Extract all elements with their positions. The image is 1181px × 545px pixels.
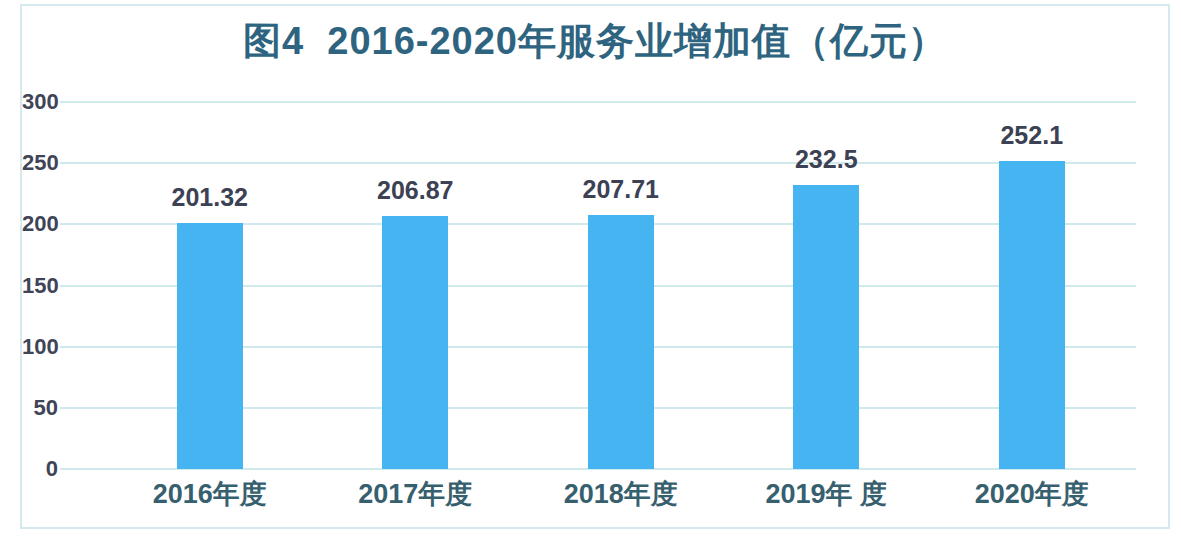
x-axis-category-label: 2018年度 — [531, 478, 711, 510]
y-axis-tick-label: 250 — [22, 150, 58, 176]
y-axis-tick-label: 200 — [22, 211, 58, 237]
y-axis-tick-label: 150 — [22, 273, 58, 299]
x-axis-category-label: 2020年度 — [942, 478, 1122, 510]
bar — [177, 223, 243, 469]
x-axis-category-label: 2017年度 — [325, 478, 505, 510]
bar-value-label: 207.71 — [541, 175, 701, 203]
plot-area: 0 50 100 150 200 250 300 201.32 2016年度 206.87 2017… — [22, 6, 1168, 527]
bar — [588, 215, 654, 469]
x-axis-category-label: 2016年度 — [120, 478, 300, 510]
bar-value-label: 206.87 — [335, 176, 495, 204]
x-axis-category-label: 2019年 度 — [736, 478, 916, 510]
bar-value-label: 201.32 — [130, 183, 290, 211]
y-axis-tick-label: 0 — [22, 456, 58, 482]
gridline-y250 — [60, 162, 1136, 164]
y-axis-tick-label: 100 — [22, 334, 58, 360]
bar — [793, 185, 859, 469]
chart-frame: 图4 2016-2020年服务业增加值（亿元） 0501001502002503… — [20, 4, 1170, 529]
bar — [382, 216, 448, 469]
gridline-y300 — [60, 101, 1136, 103]
bar-value-label: 252.1 — [952, 121, 1112, 149]
y-axis-tick-label: 50 — [22, 395, 58, 421]
bar — [999, 161, 1065, 469]
bar-value-label: 232.5 — [746, 145, 906, 173]
y-axis-tick-label: 300 — [22, 89, 58, 115]
